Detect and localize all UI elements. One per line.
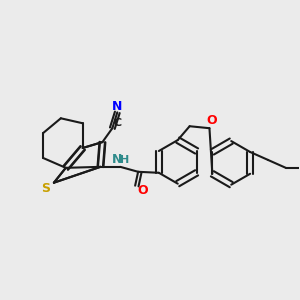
Text: C: C [113,118,122,128]
Text: O: O [206,114,217,127]
Text: H: H [120,155,129,165]
Text: O: O [138,184,148,197]
Text: N: N [112,100,122,113]
Text: S: S [41,182,50,195]
Text: N: N [112,153,122,167]
